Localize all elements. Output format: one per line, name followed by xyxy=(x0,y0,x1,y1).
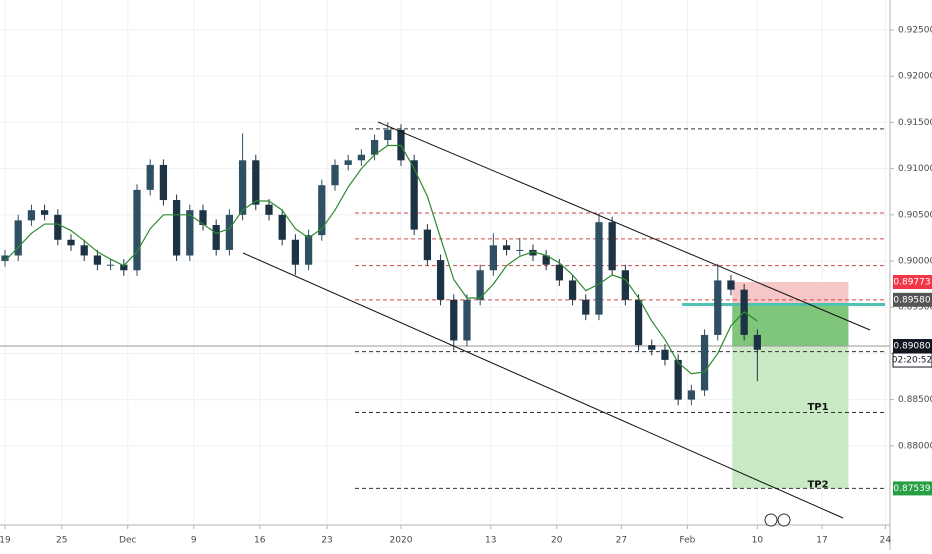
plot xyxy=(0,0,890,525)
x-tick-label: 27 xyxy=(616,536,627,546)
candle-body xyxy=(159,164,168,201)
x-tick-label: 23 xyxy=(321,536,332,546)
countdown: 02:20:52 xyxy=(892,356,932,366)
candle-body xyxy=(608,222,616,271)
moving-average xyxy=(4,144,758,375)
price-label-box xyxy=(893,481,932,496)
candle-body xyxy=(318,185,326,236)
candle-body xyxy=(661,349,669,360)
candle-body xyxy=(80,245,88,256)
candle-body xyxy=(133,189,141,271)
candle-body xyxy=(476,270,484,300)
candle-body xyxy=(146,164,154,190)
price-label-box xyxy=(893,274,932,289)
candle-body xyxy=(120,264,128,271)
y-tick-label: 0.89500 xyxy=(898,303,932,313)
candle-body xyxy=(40,210,49,215)
candle-body xyxy=(331,164,339,186)
candle-body xyxy=(67,239,75,246)
price-label: 0.87539 xyxy=(893,484,930,494)
candle-body xyxy=(1,255,9,262)
y-tick-label: 0.92000 xyxy=(898,72,932,82)
candle-body xyxy=(54,214,62,240)
candle-body xyxy=(212,224,220,250)
candle-body xyxy=(252,160,260,205)
candle-body xyxy=(291,239,300,265)
price-label: 0.89580 xyxy=(893,295,930,305)
candle-body xyxy=(238,160,247,215)
y-tick-label: 0.90000 xyxy=(898,257,932,267)
y-tick-label: 0.88000 xyxy=(898,441,932,451)
candle-body xyxy=(516,249,524,251)
candle-body xyxy=(225,214,234,250)
candle-body xyxy=(410,160,418,230)
x-tick-label: 20 xyxy=(551,536,563,546)
x-tick-label: 16 xyxy=(254,536,266,546)
y-tick-label: 0.91000 xyxy=(898,164,932,174)
x-tick-label: 24 xyxy=(880,536,892,546)
candle-body xyxy=(463,299,471,341)
candle-body xyxy=(199,210,207,225)
candle-body xyxy=(27,210,36,221)
candle-body xyxy=(186,210,194,256)
candle-body xyxy=(106,264,115,266)
price-label-box xyxy=(893,339,932,354)
candle-body xyxy=(370,139,379,155)
candle-body xyxy=(687,390,695,400)
tp-label: TP2 xyxy=(807,480,828,491)
candle-body xyxy=(172,200,181,256)
candle-body xyxy=(423,229,432,261)
price-label: 0.89773 xyxy=(893,277,930,287)
candle-body xyxy=(700,334,709,391)
x-tick-label: Feb xyxy=(679,536,695,546)
candle-body xyxy=(621,270,629,300)
candle-body xyxy=(542,255,550,265)
price-label: 0.89080 xyxy=(893,342,930,352)
x-tick-label: 2020 xyxy=(390,536,413,546)
logo xyxy=(764,513,791,527)
x-tick-label: 13 xyxy=(485,536,496,546)
candle-body xyxy=(450,299,458,341)
y-tick-label: 0.92500 xyxy=(898,26,932,36)
candle-body xyxy=(14,220,22,256)
x-tick-label: Dec xyxy=(119,536,136,546)
candle-body xyxy=(93,255,102,265)
candle-body xyxy=(278,214,286,240)
channel-lower xyxy=(242,252,844,519)
y-tick-label: 0.91500 xyxy=(898,118,932,128)
candle-body xyxy=(489,245,498,271)
candle-body xyxy=(555,264,563,281)
x-tick-label: 10 xyxy=(752,536,764,546)
candle-body xyxy=(568,280,577,300)
y-tick-label: 0.90500 xyxy=(898,210,932,220)
candle-body xyxy=(344,160,352,165)
candle-body xyxy=(357,154,366,161)
candle-body xyxy=(753,334,761,350)
price-label-box xyxy=(893,292,932,307)
candle-body xyxy=(502,245,511,250)
candle-body xyxy=(304,235,313,265)
y-tick-label: 0.88500 xyxy=(898,395,932,405)
candle-body xyxy=(727,280,735,290)
countdown-box xyxy=(892,352,932,368)
channel-upper xyxy=(377,121,871,331)
stop-zone xyxy=(732,281,849,305)
candle-body xyxy=(648,345,656,350)
candle-body xyxy=(582,299,590,315)
candle-body xyxy=(714,280,722,335)
candle-body xyxy=(674,359,682,400)
candle-body xyxy=(436,260,445,300)
x-tick-label: 25 xyxy=(56,536,67,546)
candle-body xyxy=(265,204,273,215)
candle-body xyxy=(595,222,603,315)
candle-body xyxy=(529,249,537,256)
x-tick-label: 17 xyxy=(816,536,827,546)
tp-label: TP1 xyxy=(807,402,828,413)
candle-body xyxy=(634,299,643,346)
x-tick-label: 19 xyxy=(0,536,11,546)
candle-body xyxy=(384,129,392,140)
x-tick-label: 9 xyxy=(191,536,197,546)
profit-zone xyxy=(732,304,849,347)
